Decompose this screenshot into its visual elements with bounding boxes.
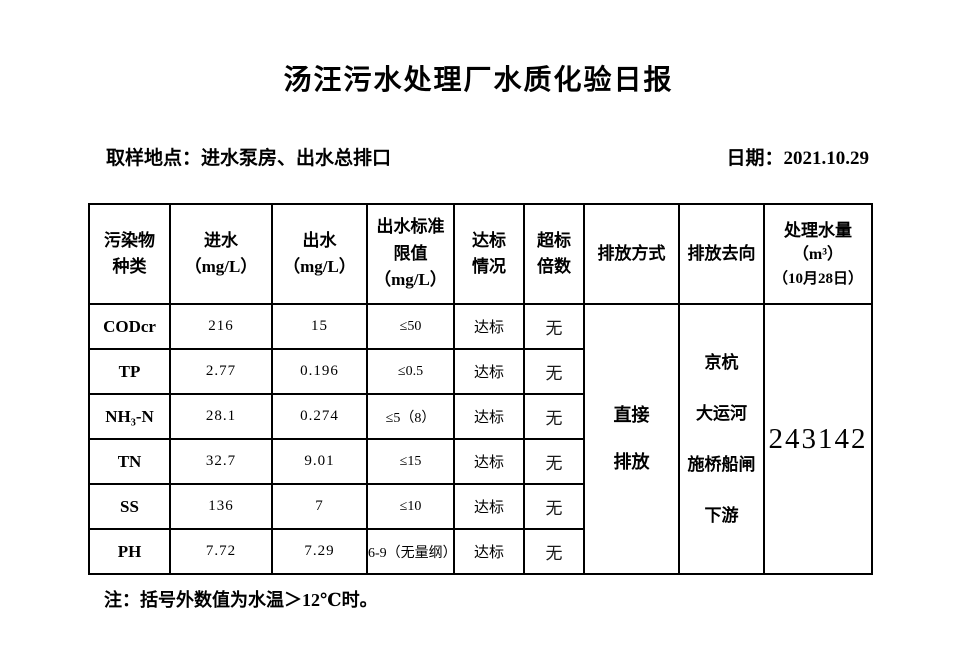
table-row: TP 2.77 0.196 ≤0.5 达标 无 xyxy=(88,348,872,395)
cell-exceedance: 无 xyxy=(523,438,585,485)
cell-compliance: 达标 xyxy=(453,483,525,530)
cell-influent: 32.7 xyxy=(169,438,273,485)
header-exceedance: 超标 倍数 xyxy=(523,203,585,305)
cell-exceedance: 无 xyxy=(523,528,585,575)
cell-exceedance: 无 xyxy=(523,393,585,440)
report-date: 日期：2021.10.29 xyxy=(726,148,869,169)
cell-compliance: 达标 xyxy=(453,303,525,350)
header-discharge-method: 排放方式 xyxy=(583,203,680,305)
header-discharge-destination: 排放去向 xyxy=(678,203,765,305)
table-row: PH 7.72 7.29 6-9（无量纲） 达标 无 xyxy=(88,528,872,575)
cell-compliance: 达标 xyxy=(453,438,525,485)
cell-limit: ≤15 xyxy=(366,438,455,485)
header-pollutant-type: 污染物 种类 xyxy=(88,203,171,305)
cell-effluent: 0.196 xyxy=(271,348,368,395)
cell-compliance: 达标 xyxy=(453,348,525,395)
cell-pollutant: TP xyxy=(88,348,171,395)
header-treated-volume-unit: （m³） xyxy=(792,246,844,264)
cell-effluent: 0.274 xyxy=(271,393,368,440)
header-effluent: 出水 （mg/L） xyxy=(271,203,368,305)
water-quality-table: 污染物 种类 进水 （mg/L） 出水 （mg/L） 出水标准 限值 （mg/L… xyxy=(88,203,873,575)
cell-pollutant: PH xyxy=(88,528,171,575)
cell-pollutant: SS xyxy=(88,483,171,530)
cell-effluent: 7 xyxy=(271,483,368,530)
header-treated-volume-title: 处理水量 xyxy=(784,221,852,241)
page-title: 汤汪污水处理厂水质化验日报 xyxy=(283,65,674,96)
cell-limit: 6-9（无量纲） xyxy=(366,528,455,575)
table-row: SS 136 7 ≤10 达标 无 xyxy=(88,483,872,530)
cell-influent: 28.1 xyxy=(169,393,273,440)
table-row: CODcr 216 15 ≤50 达标 无 直接 排放 京杭 大运河 施桥船闸 … xyxy=(88,303,873,575)
cell-effluent: 7.29 xyxy=(271,528,368,575)
sampling-location: 取样地点：进水泵房、出水总排口 xyxy=(106,148,392,169)
cell-influent: 136 xyxy=(169,483,273,530)
footnote: 注：括号外数值为水温＞12℃时。 xyxy=(104,590,378,610)
cell-discharge-destination: 京杭 大运河 施桥船闸 下游 xyxy=(678,303,765,575)
cell-pollutant: TN xyxy=(88,438,171,485)
cell-exceedance: 无 xyxy=(523,303,585,350)
cell-influent: 7.72 xyxy=(169,528,273,575)
header-treated-volume-date: （10月28日） xyxy=(772,270,863,287)
cell-influent: 2.77 xyxy=(169,348,273,395)
cell-effluent: 15 xyxy=(271,303,368,350)
cell-exceedance: 无 xyxy=(523,348,585,395)
cell-limit: ≤5（8） xyxy=(366,393,455,440)
table-row: TN 32.7 9.01 ≤15 达标 无 xyxy=(88,438,872,485)
cell-limit: ≤0.5 xyxy=(366,348,455,395)
cell-pollutant: NH₃-N xyxy=(88,393,171,440)
cell-pollutant: CODcr xyxy=(88,303,171,350)
cell-limit: ≤50 xyxy=(366,303,455,350)
cell-discharge-method: 直接 排放 xyxy=(583,303,680,575)
meta-row: 取样地点：进水泵房、出水总排口 日期：2021.10.29 xyxy=(106,143,869,170)
header-effluent-limit: 出水标准 限值 （mg/L） xyxy=(366,203,455,305)
cell-exceedance: 无 xyxy=(523,483,585,530)
cell-compliance: 达标 xyxy=(453,393,525,440)
table-row: NH₃-N 28.1 0.274 ≤5（8） 达标 无 xyxy=(88,393,872,440)
cell-effluent: 9.01 xyxy=(271,438,368,485)
header-compliance: 达标 情况 xyxy=(453,203,525,305)
cell-treated-volume: 243142 xyxy=(763,303,873,575)
header-influent: 进水 （mg/L） xyxy=(169,203,273,305)
cell-compliance: 达标 xyxy=(453,528,525,575)
cell-influent: 216 xyxy=(169,303,273,350)
cell-limit: ≤10 xyxy=(366,483,455,530)
header-treated-volume: 处理水量 （m³） （10月28日） xyxy=(763,203,873,305)
table-header-row: 污染物 种类 进水 （mg/L） 出水 （mg/L） 出水标准 限值 （mg/L… xyxy=(88,203,873,305)
